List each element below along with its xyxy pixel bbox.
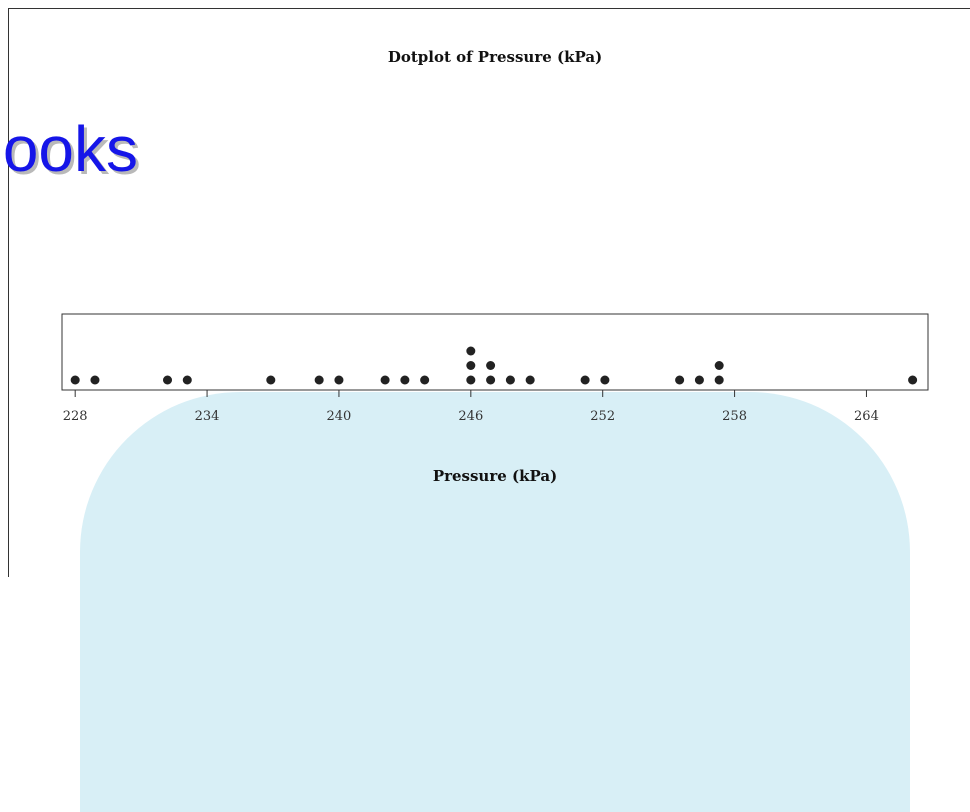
x-tick-label: 264 <box>854 409 879 424</box>
data-point <box>420 375 430 385</box>
dotplot-chart: Dotplot of Pressure (kPa) 228 234 240 246 25… <box>61 48 929 485</box>
plot-area <box>61 313 929 391</box>
data-point <box>400 375 410 385</box>
x-tick-label: 228 <box>63 409 88 424</box>
data-point <box>314 375 324 385</box>
data-point <box>466 375 476 385</box>
x-tick-label: 240 <box>327 409 352 424</box>
x-axis-title: Pressure (kPa) <box>433 467 557 485</box>
data-point <box>714 361 724 370</box>
data-point <box>580 375 590 385</box>
data-point <box>505 375 515 385</box>
data-dots <box>70 346 918 385</box>
data-point <box>266 375 276 385</box>
data-point <box>334 375 344 385</box>
watermark-text: ooks <box>2 113 138 185</box>
data-point <box>675 375 685 385</box>
data-point <box>525 375 535 385</box>
data-point <box>694 375 704 385</box>
data-point <box>163 375 173 385</box>
x-tick-label: 252 <box>590 409 615 424</box>
x-tick-label: 234 <box>195 409 220 424</box>
data-point <box>600 375 610 385</box>
x-axis: 228 234 240 246 252 258 264 <box>63 390 879 424</box>
data-point <box>70 375 80 385</box>
data-point <box>908 375 918 385</box>
chart-title: Dotplot of Pressure (kPa) <box>388 48 602 66</box>
data-point <box>380 375 390 385</box>
watermark-logo: ooks <box>0 112 150 202</box>
data-point <box>714 375 724 385</box>
x-tick-label: 258 <box>722 409 747 424</box>
data-point <box>90 375 100 385</box>
data-point <box>182 375 192 385</box>
data-point <box>466 346 476 356</box>
data-point <box>486 375 496 385</box>
data-point <box>466 361 476 370</box>
x-tick-label: 246 <box>458 409 483 424</box>
data-point <box>486 361 496 370</box>
